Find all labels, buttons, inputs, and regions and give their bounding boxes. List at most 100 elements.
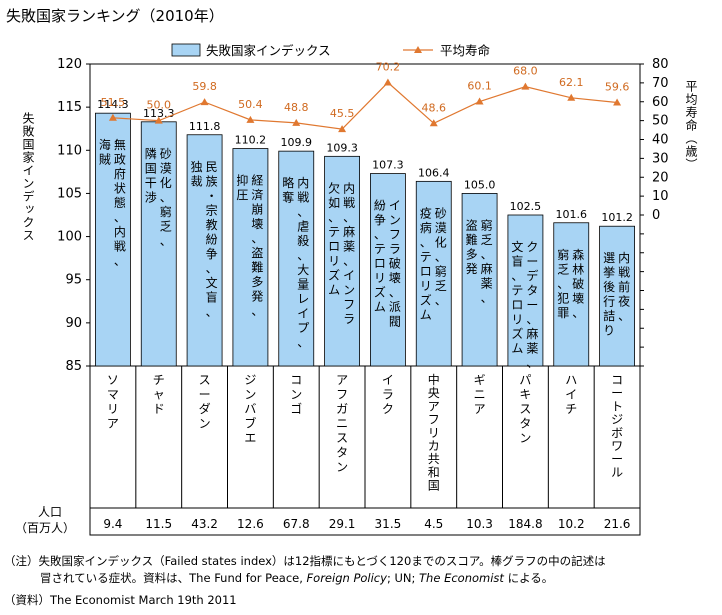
char: 犯 [557,291,569,305]
char: 難 [251,260,263,275]
category-label: ハイチ [565,373,577,416]
char: 化 [435,235,447,249]
char: 渉 [145,189,157,204]
note-source-economist: The Economist [419,571,504,585]
char: ャ [153,388,165,402]
char: ダ [199,401,211,416]
population-label: 人口 [38,505,62,519]
char: 争 [206,247,218,261]
char: 教 [206,217,218,232]
char: 窮 [160,204,172,219]
char: 海 [99,137,111,152]
char: ガ [336,402,348,416]
population-value: 21.6 [604,517,631,531]
char: リ [428,426,440,440]
char: 共 [428,452,440,466]
bar [415,180,452,367]
char: 内 [343,181,355,195]
note-line-2-a: 冒されている症状。資料は、The Fund for Peace, [40,571,307,585]
population-value: 31.5 [375,517,402,531]
char: リ [511,313,523,327]
bar-value-label: 113.3 [143,107,175,120]
char: イ [382,373,394,387]
char: フ [336,388,348,402]
left-tick-label: 120 [57,57,82,72]
char: 内 [297,176,309,190]
char: 発 [251,290,263,304]
char: ン [199,417,211,431]
char: 、 [160,190,172,204]
bar [507,214,544,367]
char: ラ [343,312,355,326]
note-line-1: （注）失敗国家インデックス（Failed states index）は12指標に… [4,554,606,568]
char: 砂 [435,206,447,220]
population-value: 29.1 [329,517,356,531]
char: 抑 [236,173,248,188]
life-marker [246,115,255,123]
char: イ [565,388,577,402]
char: 宗 [206,202,218,217]
life-value-label: 70.2 [376,60,401,73]
char: 無 [114,137,126,152]
char: ス [336,431,348,445]
char: 国 [428,479,440,493]
bar-annotation-col: 海賊 [99,137,111,167]
char: 乏 [557,262,569,276]
bar [324,155,360,367]
population-unit: （百万人） [15,521,75,535]
population-value: 10.3 [466,517,493,531]
char: 盲 [206,289,218,304]
char: タ [336,446,348,460]
char: 奪 [282,190,294,205]
char: 発 [466,262,478,276]
char: バ [244,402,256,416]
bar-value-labels: 114.3 113.3 111.8 110.2 109.9 109.3 107.3 106.4… [97,98,633,224]
char: ニ [474,388,486,402]
population-value: 9.4 [103,517,122,531]
left-axis: 85 90 95 100 105 110 115 120 [57,57,90,374]
char: ロ [374,257,386,271]
char: チ [565,402,577,416]
char: 、 [481,247,493,261]
char: ン [290,388,302,402]
char: 化 [160,176,172,190]
note-line-2: 冒されている症状。資料は、The Fund for Peace, Foreign… [40,570,553,587]
char: ズ [511,326,523,341]
bar [232,148,269,367]
char: 夜 [618,294,630,309]
char: 、 [526,356,538,370]
char: 済 [251,187,263,202]
population-value: 67.8 [283,517,310,531]
life-value-label: 50.0 [147,99,172,112]
char: 内 [114,225,126,239]
life-value-label: 68.0 [513,65,538,78]
outer-border [89,63,641,536]
char: パ [519,373,531,387]
char: 麻 [343,224,355,239]
bar [140,121,177,367]
char: ボ [611,426,623,440]
char: ア [336,373,348,387]
char: ハ [565,373,577,387]
life-marker [475,97,484,105]
char: 、 [343,254,355,268]
right-tick-label: 0 [652,208,660,223]
left-tick-label: 110 [57,143,82,158]
char: タ [519,417,531,431]
char: り [603,324,615,338]
char: ソ [107,373,119,387]
char: 詰 [603,308,615,323]
char: 多 [251,275,263,289]
char: 閥 [389,315,401,329]
population-value: 11.5 [145,517,172,531]
char: ゴ [290,401,302,416]
char: ク [382,402,394,416]
category-label: ギニア [474,373,486,416]
